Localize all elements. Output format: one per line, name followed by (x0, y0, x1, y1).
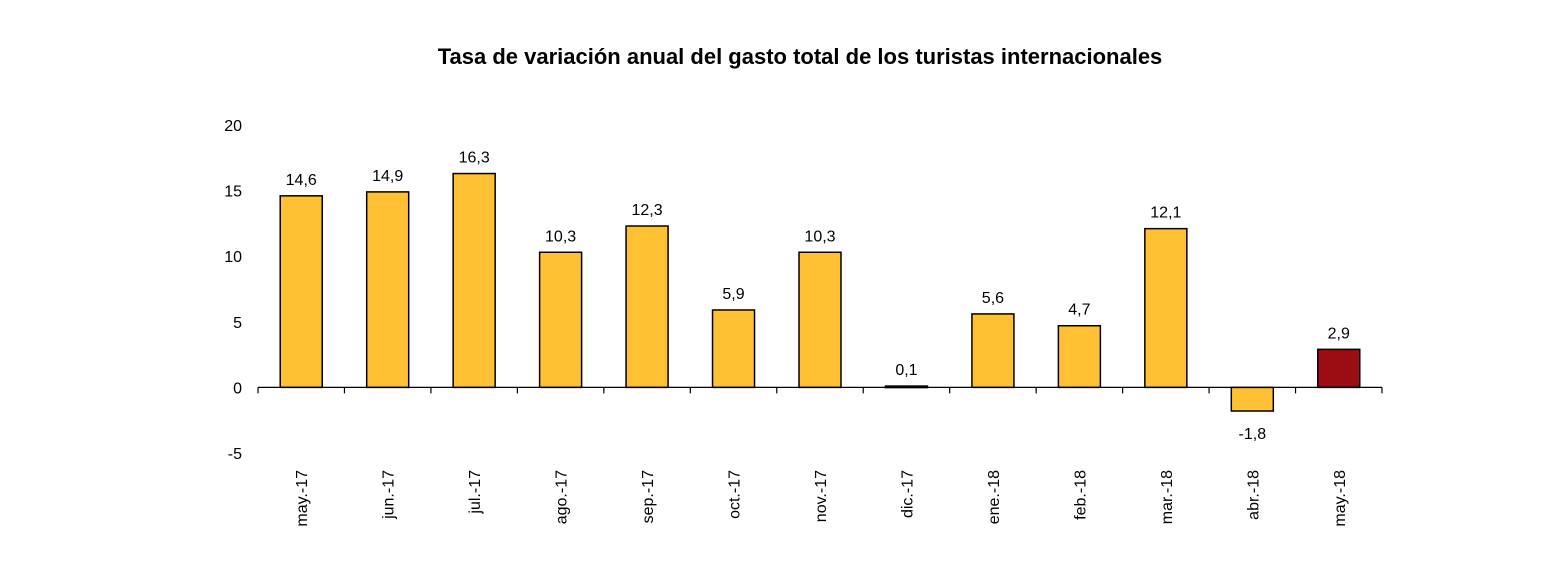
bar (625, 225, 669, 389)
x-tick-label: ene.-18 (986, 470, 1003, 524)
bar (798, 251, 842, 389)
y-tick-label: -5 (228, 446, 242, 463)
data-label: 10,3 (804, 228, 835, 245)
x-tick-label: dic.-17 (899, 470, 916, 518)
y-tick-label: 20 (224, 118, 242, 135)
x-tick-label: may.-18 (1332, 470, 1349, 527)
x-tick-label: ago.-17 (554, 470, 571, 524)
x-tick-label: jul.-17 (467, 470, 484, 515)
x-tick-label: abr.-18 (1245, 470, 1262, 520)
y-tick-label: 0 (233, 380, 242, 397)
bar (538, 251, 583, 389)
y-axis: 20 15 10 5 0 -5 (224, 118, 242, 463)
data-label: 5,9 (722, 286, 744, 303)
x-tick-label: mar.-18 (1159, 470, 1176, 524)
x-tick-label: jun.-17 (381, 470, 398, 520)
data-label: 4,7 (1068, 302, 1090, 319)
bar (711, 309, 756, 389)
x-tick-label: feb.-18 (1072, 470, 1089, 520)
bar (1317, 348, 1361, 389)
x-axis: may.-17 jun.-17 jul.-17 ago.-17 sep.-17 oct.-… (257, 386, 1383, 527)
bar (1230, 386, 1275, 412)
data-label: 14,6 (286, 172, 317, 189)
x-tick-label: may.-17 (294, 470, 311, 527)
data-label: 0,1 (895, 362, 917, 379)
data-label: 5,6 (982, 290, 1004, 307)
data-label: 12,3 (632, 202, 663, 219)
y-tick-label: 15 (224, 184, 242, 201)
y-tick-label: 10 (224, 249, 242, 266)
chart-title: Tasa de variación anual del gasto total … (437, 44, 1163, 69)
data-label: -1,8 (1239, 426, 1267, 443)
data-label: 16,3 (459, 150, 490, 167)
bar (365, 191, 410, 389)
bar (1144, 227, 1188, 389)
data-label: 12,1 (1150, 205, 1181, 222)
x-tick-label: oct.-17 (727, 470, 744, 519)
y-tick-label: 5 (233, 315, 242, 332)
bar (452, 172, 496, 389)
data-label: 2,9 (1328, 325, 1350, 342)
bar (279, 195, 323, 389)
bars: 14,6 14,9 16,3 10,3 12,3 5,9 10,3 0,1 5,6 4,7 12,1… (279, 150, 1361, 443)
data-label: 14,9 (372, 168, 403, 185)
x-tick-label: nov.-17 (813, 470, 830, 522)
bar (1057, 324, 1102, 389)
bar (971, 313, 1015, 389)
data-label: 10,3 (545, 228, 576, 245)
x-tick-label: sep.-17 (640, 470, 657, 523)
